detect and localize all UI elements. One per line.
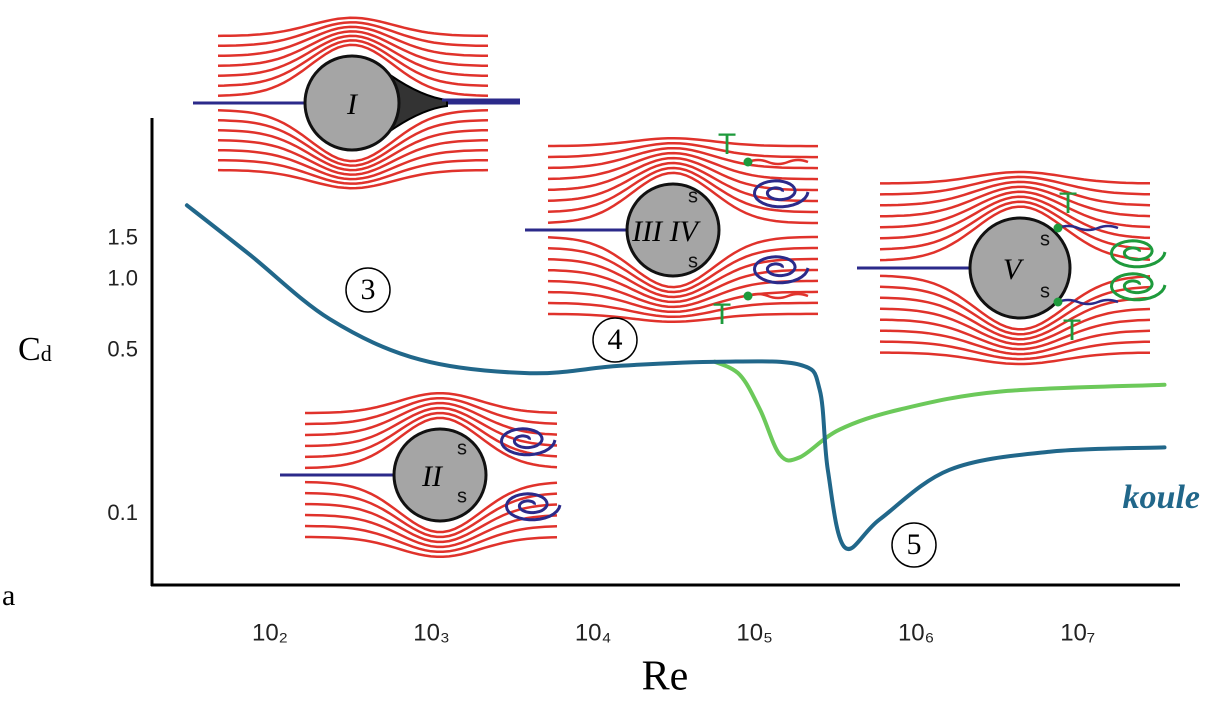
separation-label: s xyxy=(688,250,698,272)
vortex xyxy=(1112,241,1166,267)
separation-label: s xyxy=(457,485,467,507)
separation-label: s xyxy=(1040,280,1050,302)
y-tick-label: 0.1 xyxy=(107,500,138,525)
y-label-sub: d xyxy=(41,341,52,366)
x-tick-label: 10₅ xyxy=(736,619,772,646)
streamline xyxy=(548,138,818,146)
separation-label: s xyxy=(1040,228,1050,250)
transition-point xyxy=(1054,224,1063,233)
series-label: koule xyxy=(1123,479,1200,516)
x-tick-label: 10₂ xyxy=(252,619,288,646)
y-tick-label: 1.5 xyxy=(107,224,138,249)
panel-label: a xyxy=(2,579,15,612)
inset-label: III IV xyxy=(631,215,701,248)
x-tick-label: 10₃ xyxy=(413,619,449,646)
x-tick-label: 10₇ xyxy=(1060,619,1095,646)
data-line xyxy=(715,362,1165,461)
separation-label: s xyxy=(688,185,698,207)
x-tick-label: 10₆ xyxy=(898,619,934,646)
chart: a Re Cd IIIssIII IVssTTVssTT0.10.51.01.5… xyxy=(0,0,1214,705)
shear-layer xyxy=(748,294,808,298)
shear-layer xyxy=(748,160,808,164)
vortex xyxy=(755,181,809,207)
transition-point xyxy=(744,158,753,167)
transition-point xyxy=(1054,298,1063,307)
transition-label: T xyxy=(718,128,736,161)
y-tick-label: 1.0 xyxy=(107,266,138,291)
y-tick-label: 0.5 xyxy=(107,336,138,361)
annotation: 5 xyxy=(907,528,922,561)
inset: I xyxy=(193,18,520,188)
x-tick-label: 10₄ xyxy=(575,619,612,646)
transition-label: T xyxy=(1063,314,1081,347)
transition-point xyxy=(744,292,753,301)
transition-label: T xyxy=(713,298,731,331)
inset-label: II xyxy=(421,460,444,493)
x-axis-label: Re xyxy=(642,654,689,700)
annotation: 3 xyxy=(361,273,376,306)
inset: II s s xyxy=(280,393,560,557)
annotation: 4 xyxy=(608,323,623,356)
streamline xyxy=(548,314,818,322)
y-axis-label: Cd xyxy=(18,331,52,368)
separation-label: s xyxy=(457,437,467,459)
page: {"chart_data": { "type": "line", "panel_… xyxy=(0,0,1214,705)
transition-label: T xyxy=(1059,187,1077,220)
y-label-main: C xyxy=(18,331,41,368)
